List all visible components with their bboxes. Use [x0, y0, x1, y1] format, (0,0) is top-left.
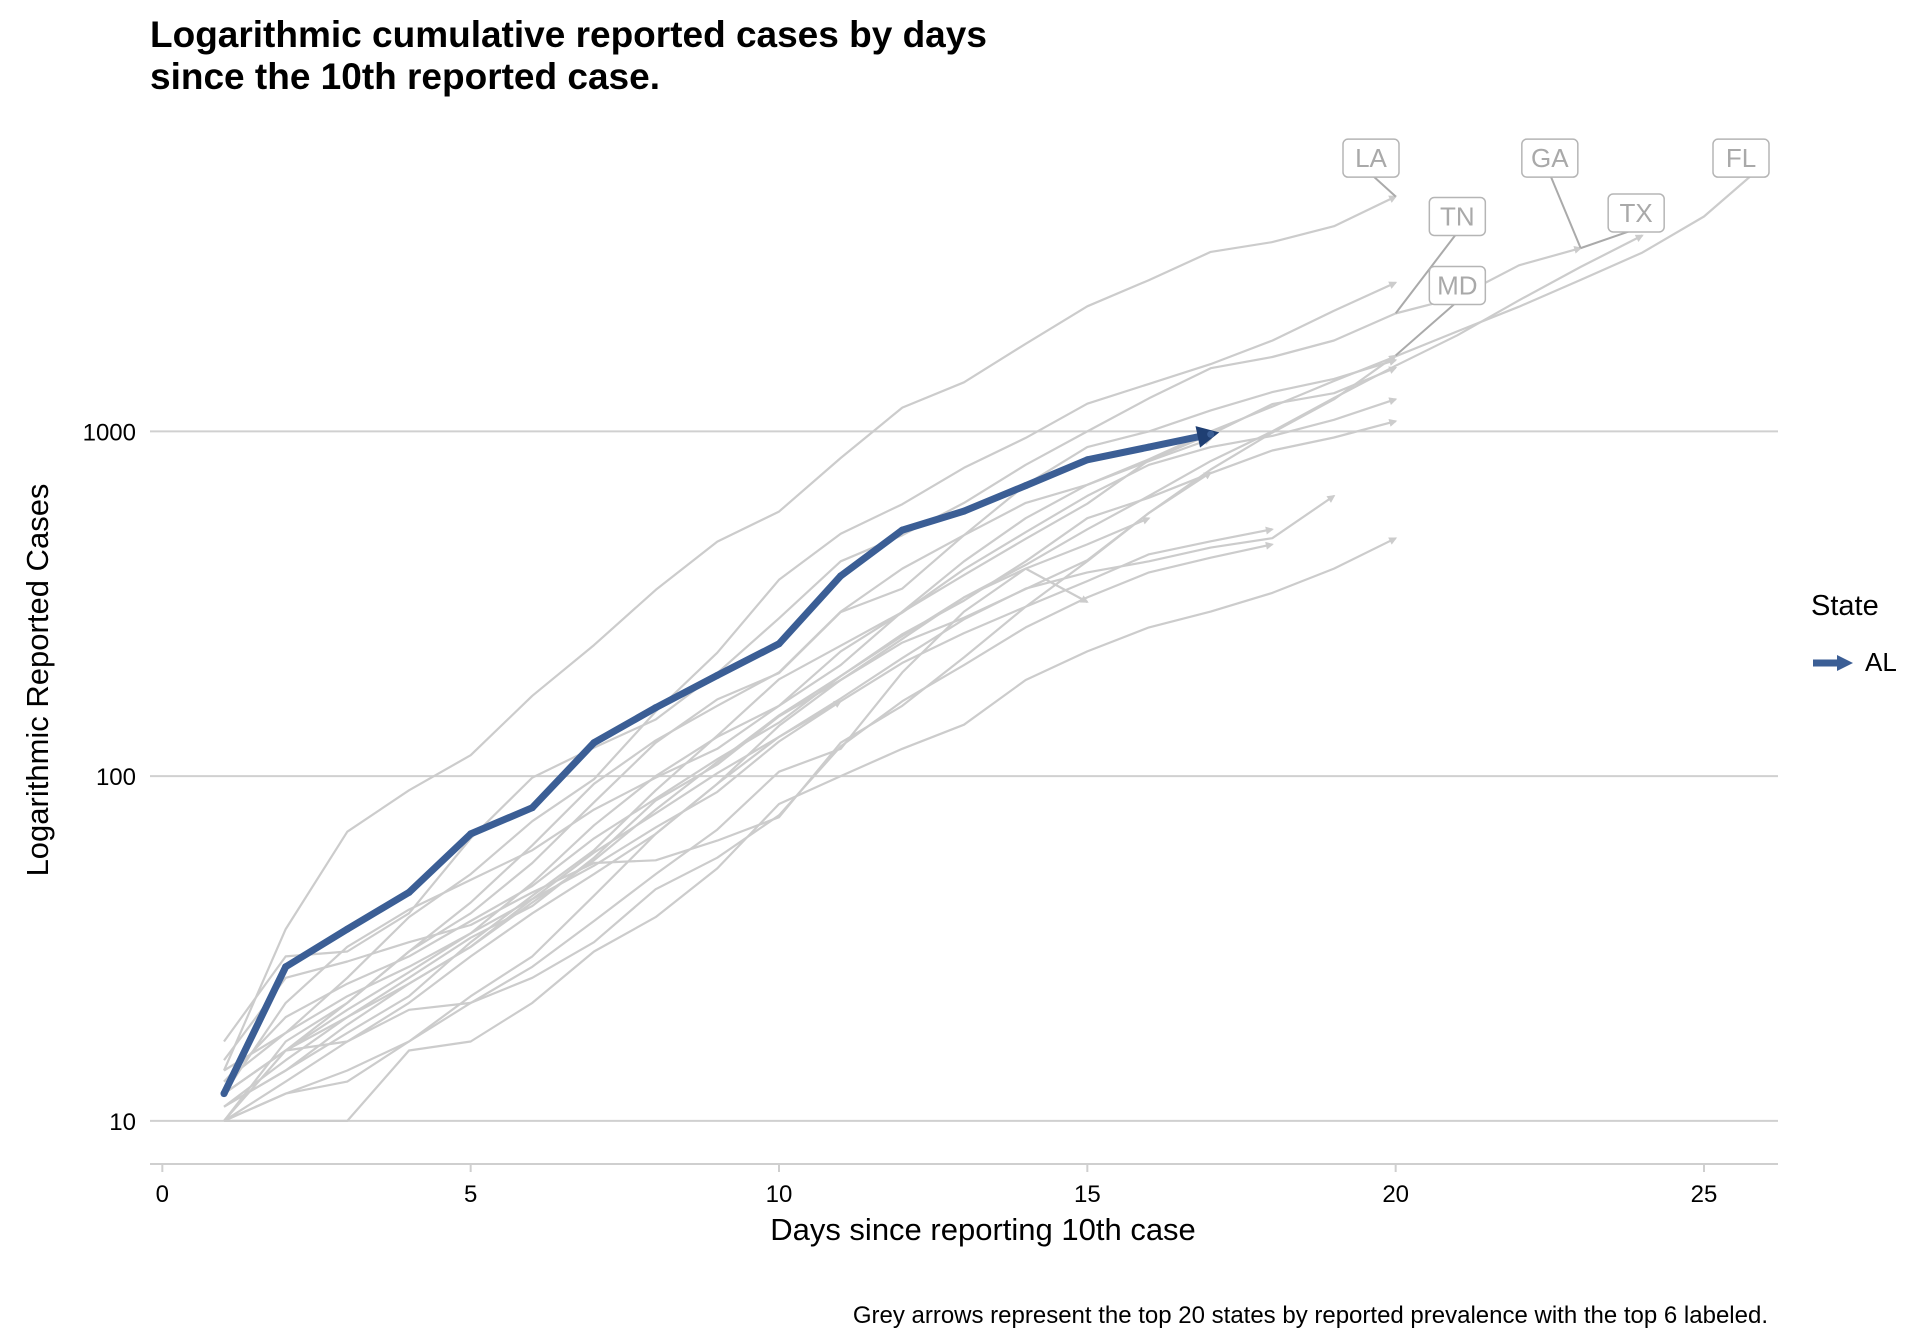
data-point-al [652, 704, 660, 712]
series-line [223, 358, 1398, 1122]
legend-arrow-icon [1813, 654, 1853, 671]
series-line [223, 567, 1089, 1122]
legend-item-al: AL [1811, 647, 1897, 678]
legend-title: State [1811, 590, 1879, 622]
label-leader-line [1395, 300, 1458, 357]
label-box [1342, 138, 1400, 178]
x-tick-label: 0 [156, 1181, 169, 1208]
data-point-al [960, 507, 968, 515]
y-tick-label: 100 [96, 764, 136, 791]
data-point-al [1083, 456, 1091, 464]
x-tick-label: 20 [1382, 1181, 1409, 1208]
data-point-al [713, 671, 721, 679]
x-axis-title: Days since reporting 10th case [770, 1212, 1196, 1247]
data-point-al [775, 640, 783, 648]
series-line-md [223, 354, 1398, 1108]
series-line-ga [223, 245, 1583, 1043]
data-point-al [1145, 443, 1153, 451]
data-point-al [1207, 430, 1215, 438]
series-line [223, 471, 1213, 1061]
state-label: GA [1531, 143, 1569, 173]
series-line-la [222, 195, 1398, 1071]
state-label: MD [1437, 270, 1477, 300]
series-line [223, 526, 1274, 1108]
label-leader-line [1394, 231, 1459, 314]
series-line [223, 418, 1398, 1083]
series-line [223, 541, 1274, 1095]
y-tick-label: 1000 [83, 419, 136, 446]
series-line [223, 494, 1336, 1095]
data-point-al [405, 888, 413, 896]
legend-label: AL [1865, 647, 1897, 677]
data-point-al [1022, 482, 1030, 490]
label-leader-line [1548, 173, 1582, 249]
x-tick-label: 25 [1691, 1181, 1718, 1208]
state-label: TN [1440, 201, 1475, 231]
data-point-al [220, 1090, 228, 1098]
x-tick-label: 10 [766, 1181, 793, 1208]
state-label: LA [1355, 143, 1387, 173]
series-line [223, 397, 1398, 1095]
label-box [1712, 138, 1770, 178]
x-tick-label: 5 [464, 1181, 477, 1208]
chart-caption: Grey arrows represent the top 20 states … [852, 1302, 1768, 1329]
series-line [223, 437, 1213, 1122]
x-tick-label: 15 [1074, 1181, 1101, 1208]
series-line [223, 700, 843, 1122]
label-box [1607, 193, 1665, 233]
chart-title: Logarithmic cumulative reported cases by… [150, 14, 987, 97]
series-line [223, 517, 1151, 1122]
data-point-al [837, 572, 845, 580]
label-box [1428, 265, 1487, 306]
data-point-al [898, 526, 906, 534]
series-line-tx [223, 234, 1644, 1095]
y-tick-label: 10 [109, 1109, 136, 1136]
label-box [1521, 138, 1579, 178]
data-point-al [590, 739, 598, 747]
series-line [223, 366, 1398, 1108]
data-point-al [528, 804, 536, 812]
state-label: TX [1620, 198, 1653, 228]
series-line [224, 537, 1398, 1123]
data-point-al [343, 925, 351, 933]
series-line-tn [223, 281, 1398, 1083]
series-line-fl [223, 162, 1767, 1072]
legend: State AL [1811, 590, 1897, 678]
state-label: FL [1726, 143, 1756, 173]
label-box [1428, 196, 1487, 237]
data-point-al [467, 830, 475, 838]
data-point-al [282, 963, 290, 971]
